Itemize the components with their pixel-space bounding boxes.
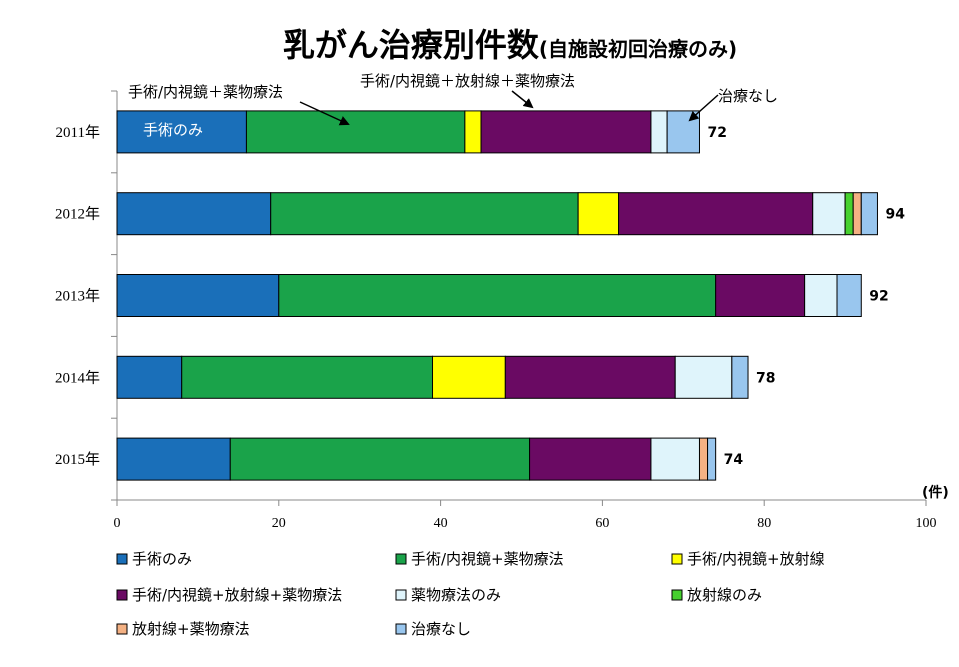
bar-total-label: 94 [885, 207, 905, 223]
bar-segment [852, 192, 862, 236]
bar-segment [181, 355, 434, 399]
bar-total-label: 74 [724, 452, 744, 468]
x-tick-label: 60 [595, 516, 609, 531]
bar-segment [618, 192, 814, 236]
bar-segment [844, 192, 854, 236]
x-tick-label: 0 [114, 516, 121, 531]
axis-layer: 0 20 40 60 80 100 2011年 2012年 2013年 2014年 2015年 [55, 90, 937, 531]
chart-title: 乳がん治療別件数 [283, 26, 540, 64]
bar-segment [650, 437, 700, 481]
bar-segment [707, 437, 717, 481]
x-tick-label: 40 [434, 516, 448, 531]
bar-segment [504, 355, 676, 399]
x-unit-label: (件) [922, 484, 949, 501]
y-category-label: 2011年 [56, 124, 100, 141]
y-category-label: 2015年 [55, 451, 100, 468]
legend-swatch [671, 589, 683, 601]
bar-segment [270, 192, 579, 236]
bar-segment [116, 274, 280, 317]
bar-segment [731, 355, 749, 399]
bar-total-label: 72 [707, 125, 726, 141]
annotation-arrow-surgery-rad-drug [511, 90, 534, 109]
x-tick-label: 80 [757, 516, 771, 531]
bar-segment [666, 110, 700, 154]
legend: 手術のみ 手術/内視鏡+薬物療法 手術/内視鏡+放射線手術/内視鏡+放射線+薬物療法… [116, 550, 825, 638]
bar-segment [116, 110, 247, 154]
legend-label: 薬物療法のみ [411, 586, 501, 604]
legend-swatch [395, 553, 407, 565]
legend-swatch [116, 623, 128, 635]
annotation-no-treatment: 治療なし [718, 87, 778, 105]
bar-segment [464, 110, 482, 154]
bar-segment [577, 192, 620, 236]
legend-swatch [116, 589, 128, 601]
chart-title-group: 乳がん治療別件数(自施設初回治療のみ) [283, 26, 737, 64]
bar-segment [836, 274, 862, 317]
bar-segment [116, 355, 183, 399]
legend-swatch [116, 553, 128, 565]
bar-segment [650, 110, 668, 154]
bar-segment [229, 437, 531, 481]
legend-label: 放射線のみ [687, 586, 762, 604]
bar-segment [860, 192, 878, 236]
annotation-surgery-drug: 手術/内視鏡＋薬物療法 [128, 83, 283, 101]
legend-swatch [395, 623, 407, 635]
bars-layer [116, 110, 878, 481]
y-category-label: 2013年 [55, 288, 100, 305]
legend-label: 手術/内視鏡+薬物療法 [411, 550, 564, 568]
x-tick-label: 100 [916, 516, 937, 531]
legend-label: 手術のみ [132, 550, 192, 568]
bar-segment [480, 110, 652, 154]
annotation-surgery-rad-drug: 手術/内視鏡＋放射線＋薬物療法 [360, 72, 575, 90]
bar-segment [245, 110, 466, 154]
bar-segment [278, 274, 717, 317]
legend-label: 手術/内視鏡+放射線+薬物療法 [132, 586, 342, 604]
bar-total-label: 78 [756, 370, 775, 386]
totals-layer: 72 94 92 78 74 [707, 125, 905, 468]
y-category-label: 2014年 [55, 369, 100, 386]
annotation-arrow-no-treatment [688, 94, 719, 122]
bar-total-label: 92 [869, 289, 888, 305]
legend-label: 放射線+薬物療法 [132, 620, 250, 638]
bar-segment [432, 355, 506, 399]
annotation-surgery-only: 手術のみ [143, 121, 203, 139]
y-category-label: 2012年 [55, 206, 100, 223]
bar-segment [715, 274, 806, 317]
chart-subtitle: (自施設初回治療のみ) [539, 37, 737, 61]
bar-segment [116, 437, 231, 481]
legend-label: 手術/内視鏡+放射線 [687, 550, 825, 568]
legend-swatch [671, 553, 683, 565]
bar-segment [812, 192, 846, 236]
bar-segment [698, 437, 709, 481]
bar-segment [674, 355, 733, 399]
bar-segment [804, 274, 838, 317]
bar-segment [116, 192, 272, 236]
x-tick-label: 20 [272, 516, 286, 531]
annotation-arrow-surgery-drug [299, 101, 350, 126]
legend-swatch [395, 589, 407, 601]
bar-segment [529, 437, 652, 481]
legend-label: 治療なし [411, 620, 471, 638]
